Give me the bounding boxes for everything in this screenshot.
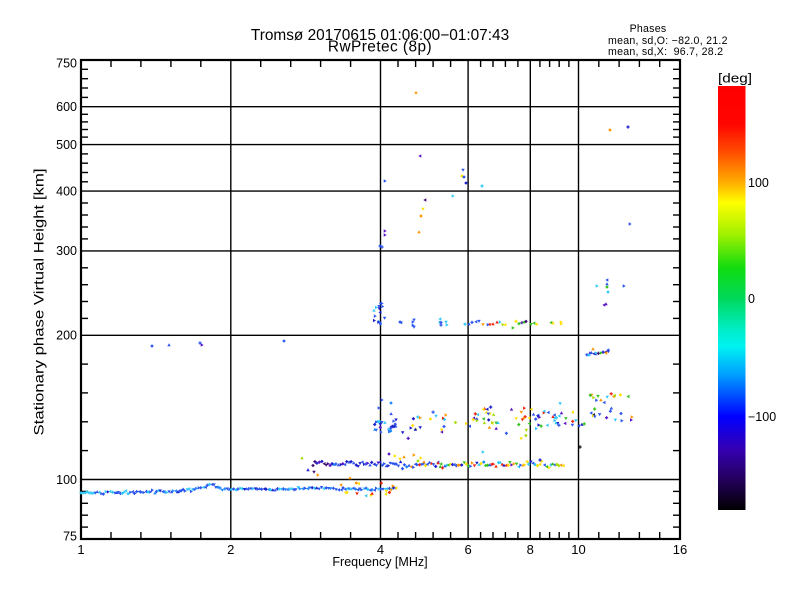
- svg-text:Tromsø 20170615 01:06:00−01:07: Tromsø 20170615 01:06:00−01:07:43: [251, 27, 509, 44]
- svg-text:16: 16: [673, 542, 687, 557]
- svg-text:Frequency [MHz]: Frequency [MHz]: [332, 555, 427, 569]
- svg-text:Phases: Phases: [630, 23, 667, 35]
- svg-text:8: 8: [527, 542, 534, 557]
- svg-text:2: 2: [227, 542, 234, 557]
- svg-text:100: 100: [56, 473, 77, 487]
- svg-text:300: 300: [56, 244, 77, 258]
- svg-text:mean, sd,X: 96.7, 28.2: mean, sd,X: 96.7, 28.2: [608, 46, 723, 58]
- svg-text:mean, sd,O: −82.0, 21.2: mean, sd,O: −82.0, 21.2: [608, 35, 728, 47]
- svg-text:400: 400: [56, 184, 77, 198]
- svg-text:1: 1: [77, 542, 84, 557]
- svg-text:4: 4: [377, 542, 384, 557]
- svg-text:75: 75: [63, 530, 77, 544]
- svg-text:750: 750: [56, 57, 77, 71]
- svg-text:6: 6: [464, 542, 471, 557]
- svg-text:600: 600: [56, 100, 77, 114]
- svg-text:500: 500: [56, 138, 77, 152]
- svg-text:Stationary phase Virtual Heigh: Stationary phase Virtual Height [km]: [31, 169, 47, 436]
- svg-text:200: 200: [56, 329, 77, 343]
- svg-text:[deg]: [deg]: [718, 72, 752, 86]
- svg-text:RwPretec (8p): RwPretec (8p): [328, 39, 432, 56]
- svg-text:0: 0: [748, 292, 755, 306]
- svg-text:−100: −100: [748, 410, 776, 424]
- svg-text:10: 10: [571, 542, 585, 557]
- svg-text:100: 100: [748, 176, 769, 190]
